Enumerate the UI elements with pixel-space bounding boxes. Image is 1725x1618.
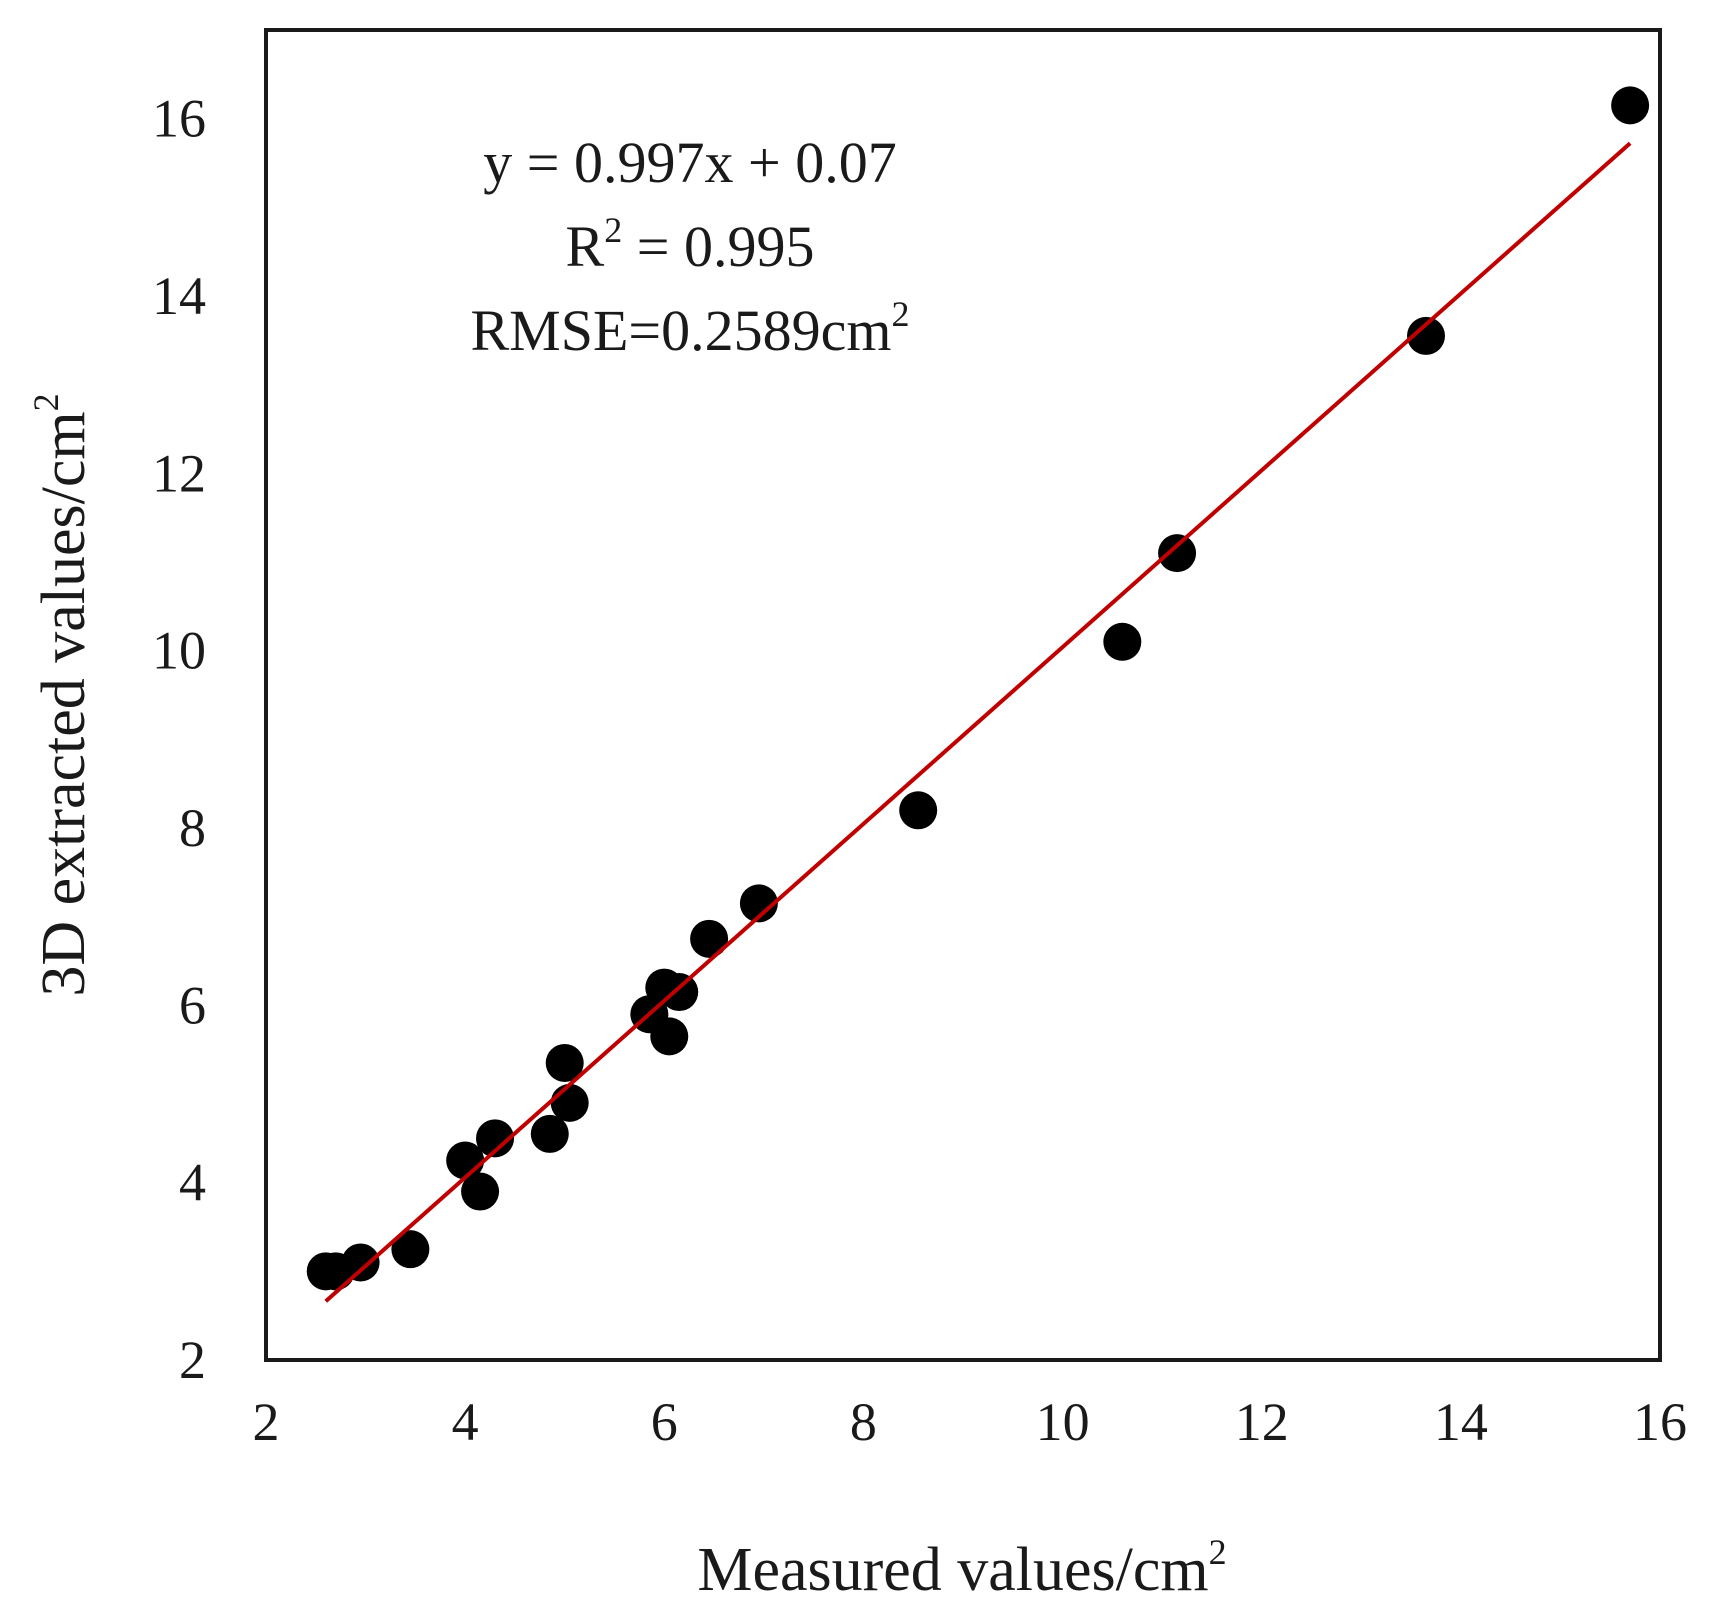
- data-point: [660, 973, 699, 1012]
- data-point: [1158, 534, 1197, 573]
- r-squared-superscript: 2: [604, 210, 622, 250]
- x-tick-label: 8: [850, 1392, 877, 1452]
- y-tick-label: 6: [179, 975, 206, 1035]
- regression-line: [324, 141, 1632, 1303]
- data-points: [306, 86, 1650, 1291]
- y-axis-label-text: 3D extracted values/cm: [30, 411, 98, 996]
- data-point: [391, 1230, 430, 1269]
- data-point: [545, 1043, 584, 1082]
- x-tick-label: 12: [1235, 1392, 1289, 1452]
- r-squared-value: = 0.995: [622, 214, 814, 279]
- data-point: [341, 1243, 380, 1282]
- x-tick-label: 14: [1434, 1392, 1488, 1452]
- x-tick-label: 6: [651, 1392, 678, 1452]
- x-tick-label: 2: [253, 1392, 280, 1452]
- rmse-text: RMSE=0.2589cm2: [470, 294, 909, 363]
- x-tick-label: 4: [452, 1392, 479, 1452]
- x-axis-label: Measured values/cm2: [697, 1532, 1226, 1604]
- data-point: [690, 919, 729, 958]
- y-tick-label: 10: [152, 621, 206, 681]
- y-tick-label: 14: [152, 266, 206, 326]
- plot-frame: [264, 28, 1662, 1362]
- data-point: [476, 1119, 515, 1158]
- data-point: [530, 1114, 569, 1153]
- data-point: [550, 1083, 589, 1122]
- y-tick-label: 16: [152, 89, 206, 149]
- annotation-block: y = 0.997x + 0.07 R2 = 0.995 RMSE=0.2589…: [470, 130, 909, 363]
- x-tick-label: 16: [1633, 1392, 1687, 1452]
- data-point: [899, 791, 938, 830]
- x-tick-label: 10: [1036, 1392, 1090, 1452]
- r-squared-prefix: R: [566, 214, 605, 279]
- data-point: [461, 1172, 500, 1211]
- data-point: [1611, 86, 1650, 125]
- y-axis-label-superscript: 2: [26, 393, 66, 411]
- equation-text: y = 0.997x + 0.07: [483, 130, 896, 195]
- r-squared-text: R2 = 0.995: [566, 210, 815, 279]
- data-point: [1407, 316, 1446, 355]
- y-tick-label: 8: [179, 798, 206, 858]
- x-tick-labels: 2 4 6 8 10 12 14 16: [253, 1392, 1688, 1452]
- y-tick-label: 2: [179, 1330, 206, 1390]
- data-point: [739, 884, 778, 923]
- y-tick-labels: 2 4 6 8 10 12 14 16: [152, 89, 206, 1390]
- y-axis-label: 3D extracted values/cm2: [26, 393, 98, 996]
- data-point: [1103, 622, 1142, 661]
- x-axis-label-superscript: 2: [1209, 1532, 1227, 1572]
- rmse-value: RMSE=0.2589cm: [470, 298, 891, 363]
- data-point: [650, 1017, 689, 1056]
- y-tick-label: 4: [179, 1153, 206, 1213]
- x-axis-label-text: Measured values/cm: [697, 1536, 1208, 1604]
- y-tick-label: 12: [152, 443, 206, 503]
- rmse-superscript: 2: [892, 294, 910, 334]
